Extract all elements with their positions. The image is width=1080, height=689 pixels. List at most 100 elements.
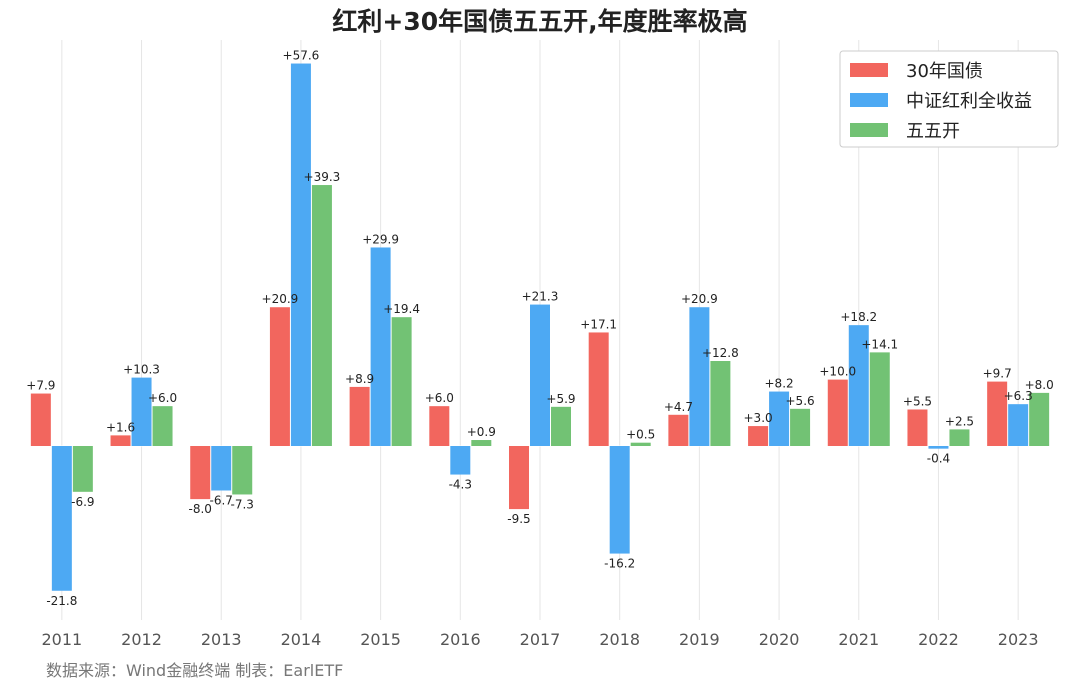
data-label: -21.8 xyxy=(46,594,77,608)
data-label: +17.1 xyxy=(580,317,617,331)
x-axis: 2011 2012 2013 2014 2015 2016 2017 2018 2019 2020… xyxy=(41,630,1038,649)
data-label: +6.3 xyxy=(1004,389,1033,403)
data-label: -9.5 xyxy=(507,512,530,526)
source-note: 数据来源：Wind金融终端 制表：EarlETF xyxy=(46,661,343,680)
data-label: +20.9 xyxy=(681,292,718,306)
data-label: -4.3 xyxy=(449,478,472,492)
bar xyxy=(949,429,970,446)
bar xyxy=(609,446,630,554)
data-label: -6.9 xyxy=(71,495,94,509)
data-label: +8.0 xyxy=(1025,378,1054,392)
bar xyxy=(987,381,1008,446)
data-label: +14.1 xyxy=(861,337,898,351)
bar xyxy=(1008,404,1029,446)
x-tick-label: 2012 xyxy=(121,630,162,649)
x-tick-label: 2019 xyxy=(679,630,720,649)
bar xyxy=(748,426,769,446)
x-tick-label: 2021 xyxy=(838,630,879,649)
bars xyxy=(30,63,1050,591)
x-tick-label: 2023 xyxy=(998,630,1039,649)
x-tick-label: 2011 xyxy=(41,630,82,649)
bar xyxy=(769,391,790,446)
data-label: +19.4 xyxy=(383,302,420,316)
data-label: +10.3 xyxy=(123,363,160,377)
legend-label: 中证红利全收益 xyxy=(906,91,1032,112)
data-label: +6.0 xyxy=(425,391,454,405)
data-label: +8.2 xyxy=(765,377,794,391)
data-label: +29.9 xyxy=(362,232,399,246)
bar xyxy=(110,435,131,446)
data-label: +7.9 xyxy=(26,379,55,393)
data-label: +18.2 xyxy=(840,310,877,324)
legend-label: 五五开 xyxy=(906,121,960,142)
bar xyxy=(311,185,332,446)
bar xyxy=(190,446,211,500)
bar xyxy=(51,446,72,591)
x-tick-label: 2020 xyxy=(759,630,800,649)
data-label: +10.0 xyxy=(819,365,856,379)
data-label: +8.9 xyxy=(345,372,374,386)
x-tick-label: 2022 xyxy=(918,630,959,649)
data-label: +0.9 xyxy=(467,425,496,439)
data-labels: +7.9 -21.8 -6.9 +1.6 +10.3 +6.0 -8.0-6.7-7.3 +2… xyxy=(26,49,1053,608)
bar xyxy=(429,406,450,446)
x-tick-label: 2013 xyxy=(201,630,242,649)
bar xyxy=(689,307,710,446)
x-tick-label: 2017 xyxy=(520,630,561,649)
data-label: +0.5 xyxy=(626,428,655,442)
data-label: +1.6 xyxy=(106,420,135,434)
bar xyxy=(551,406,571,446)
bar xyxy=(790,408,811,446)
legend-swatch xyxy=(850,93,888,107)
data-label: -0.4 xyxy=(927,452,950,466)
bar xyxy=(290,63,311,446)
x-tick-label: 2016 xyxy=(440,630,481,649)
chart-title: 红利+30年国债五五开,年度胜率极高 xyxy=(332,7,747,36)
data-label: +5.5 xyxy=(903,394,932,408)
data-label: +9.7 xyxy=(983,367,1012,381)
data-label: +57.6 xyxy=(283,49,320,63)
x-tick-label: 2015 xyxy=(360,630,401,649)
data-label: -6.7 xyxy=(210,493,233,507)
data-label: +4.7 xyxy=(664,400,693,414)
legend-swatch xyxy=(850,123,888,137)
data-label: -8.0 xyxy=(189,502,212,516)
bar xyxy=(391,317,412,446)
bar xyxy=(710,361,731,446)
legend-swatch xyxy=(850,63,888,77)
bar xyxy=(509,446,529,510)
bar xyxy=(131,377,152,446)
bar xyxy=(232,446,253,495)
bar xyxy=(630,442,651,446)
data-label: +5.9 xyxy=(546,392,575,406)
data-label: +6.0 xyxy=(148,391,177,405)
bar xyxy=(668,414,689,446)
bar xyxy=(211,446,232,491)
data-label: +39.3 xyxy=(304,170,341,184)
x-tick-label: 2014 xyxy=(281,630,322,649)
data-label: +12.8 xyxy=(702,346,739,360)
bar xyxy=(471,440,492,446)
x-tick-label: 2018 xyxy=(599,630,640,649)
bar xyxy=(370,247,391,446)
bar xyxy=(588,332,609,446)
bar xyxy=(928,446,949,449)
legend-label: 30年国债 xyxy=(906,61,983,82)
bar xyxy=(30,393,51,446)
data-label: +21.3 xyxy=(522,290,559,304)
data-label: -16.2 xyxy=(604,557,635,571)
bar xyxy=(907,409,928,446)
data-label: +2.5 xyxy=(945,414,974,428)
bar xyxy=(349,386,370,446)
data-label: +20.9 xyxy=(262,292,299,306)
bar xyxy=(848,325,869,446)
data-label: +3.0 xyxy=(744,411,773,425)
bar xyxy=(152,406,173,446)
bar xyxy=(450,446,471,475)
bar xyxy=(827,379,848,446)
bar xyxy=(1029,392,1050,446)
legend-box xyxy=(839,50,1059,148)
data-label: +5.6 xyxy=(786,394,815,408)
